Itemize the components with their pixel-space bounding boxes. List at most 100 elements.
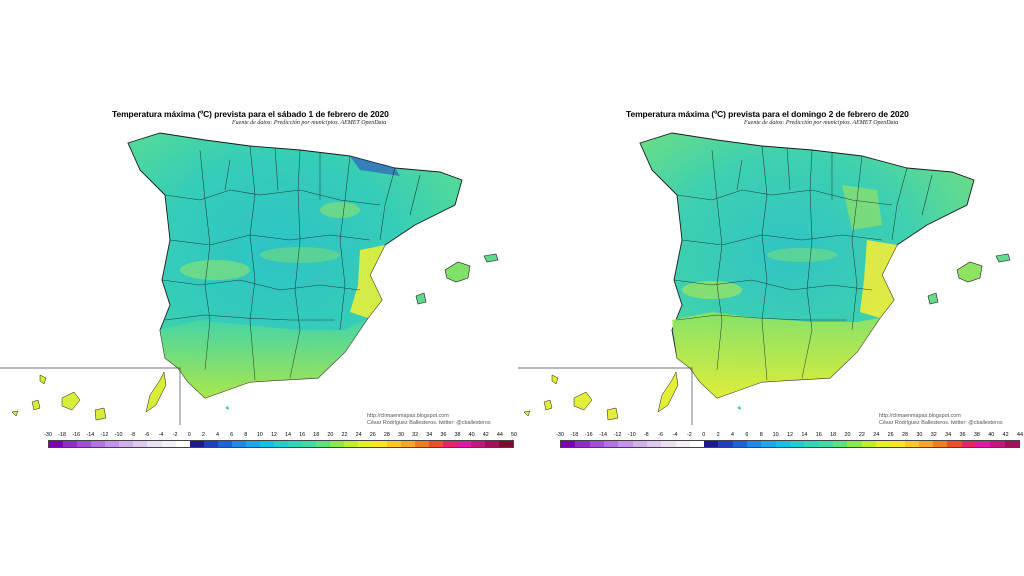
color-scale-tick-label: 18 (313, 432, 320, 438)
canary-islands (523, 371, 679, 421)
color-scale-cell (561, 441, 576, 447)
province-borders (673, 145, 933, 381)
color-scale-tick-label: -2 (686, 432, 692, 438)
color-scale-cell (175, 441, 190, 447)
color-scale-tick-label: -10 (627, 432, 636, 438)
color-scale-tick-label: 36 (440, 432, 447, 438)
color-scale-cell (414, 441, 429, 447)
north-coast-cold (350, 156, 400, 176)
color-scale-tick-label: 40 (468, 432, 475, 438)
color-scale-tick-label: 6 (230, 432, 234, 438)
color-scale-tick-label: 2 (716, 432, 720, 438)
color-scale-cell (790, 441, 805, 447)
color-scale-cell (575, 441, 590, 447)
color-scale-tick-label: 22 (858, 432, 865, 438)
color-scale-cell (217, 441, 232, 447)
color-scale-tick-label: 18 (830, 432, 837, 438)
color-scale-tick-label: 28 (902, 432, 908, 438)
color-scale-cell (231, 441, 246, 447)
color-scale-cell (147, 441, 162, 447)
color-scale-cell (203, 441, 218, 447)
map-panel-saturday: Temperatura máxima (ºC) prevista para el… (0, 109, 517, 448)
color-scale-tick-label: 44 (496, 432, 503, 438)
color-scale-tick-label: 4 (215, 432, 219, 438)
south-warm-zone (160, 318, 368, 398)
color-scale-tick-label: 12 (270, 432, 277, 438)
color-scale-tick-label: -2 (172, 432, 178, 438)
color-scale-tick-label: -18 (58, 432, 67, 438)
color-scale-cell (918, 441, 934, 447)
color-scale-cell (316, 441, 331, 447)
color-scale-cell (1004, 441, 1019, 447)
credit-url: http://climaenmapas.blogspot.com (879, 413, 961, 419)
color-scale-cell (603, 441, 619, 447)
color-scale-cell (704, 441, 719, 447)
color-scale-tick-label: 24 (873, 432, 880, 438)
color-scale-cell (904, 441, 919, 447)
color-scale-tick-label: 32 (930, 432, 937, 438)
color-scale-cell (961, 441, 977, 447)
color-scale-cell (372, 441, 387, 447)
color-scale-cell (189, 441, 204, 447)
color-scale-tick-label: 16 (815, 432, 822, 438)
color-scale-cell (947, 441, 962, 447)
color-scale-tick-label: 34 (945, 432, 952, 438)
color-scale-ticks: -30 -18 -16 -14 -12 -10 -8 -6 -4 -2 0 2 4 6 8 10 12 14 16 1… (44, 432, 517, 440)
color-scale-tick-label: 10 (772, 432, 779, 438)
color-scale-cell (589, 441, 604, 447)
color-scale-tick-label: -10 (114, 432, 123, 438)
color-scale-tick-label: 42 (482, 432, 489, 438)
balearic-menorca (995, 253, 1011, 263)
color-scale-cell (63, 441, 78, 447)
color-scale-cell (747, 441, 762, 447)
color-scale-tick-label: -4 (158, 432, 164, 438)
color-scale-tick-label: -8 (130, 432, 136, 438)
color-scale-cell (775, 441, 790, 447)
color-scale-cell (105, 441, 120, 447)
color-scale-tick-label: 22 (341, 432, 348, 438)
color-scale-tick-label: 40 (988, 432, 995, 438)
color-scale-cell (832, 441, 848, 447)
color-scale-cell (761, 441, 776, 447)
color-scale-tick-label: 14 (801, 432, 808, 438)
credit-url: http://climaenmapas.blogspot.com (367, 413, 449, 419)
color-scale-tick-label: 14 (285, 432, 292, 438)
map-subtitle: Fuente de datos: Predicción por municipi… (744, 120, 899, 126)
color-scale-cell (646, 441, 662, 447)
color-scale-tick-label: 2 (201, 432, 205, 438)
color-scale-tick-label: 24 (355, 432, 362, 438)
color-scale-cell (442, 441, 457, 447)
color-scale-tick-label: -30 (44, 432, 52, 438)
color-scale-tick-label: 8 (244, 432, 248, 438)
map-panel-sunday: Temperatura máxima (ºC) prevista para el… (512, 0, 1024, 576)
color-scale-tick-label: -16 (584, 432, 593, 438)
color-scale-tick-label: 0 (187, 432, 191, 438)
color-scale-cell (689, 441, 705, 447)
color-scale-bar (48, 440, 514, 448)
balearic-ibiza (927, 292, 939, 305)
color-scale-cell (77, 441, 92, 447)
color-scale-cell (890, 441, 905, 447)
east-coast-warm-zone (350, 245, 385, 318)
color-scale-cell (91, 441, 106, 447)
color-scale-cell (675, 441, 690, 447)
color-scale-tick-label: 0 (702, 432, 706, 438)
color-scale-tick-label: -12 (100, 432, 109, 438)
color-scale-tick-label: 20 (844, 432, 851, 438)
balearic-ibiza (415, 292, 427, 305)
color-scale-tick-label: 32 (412, 432, 419, 438)
color-scale-cell (632, 441, 647, 447)
color-scale-tick-label: 8 (759, 432, 763, 438)
color-scale-bar (560, 440, 1020, 448)
color-scale-cell (804, 441, 819, 447)
color-scale-tick-label: 38 (454, 432, 461, 438)
color-scale-cell (875, 441, 891, 447)
color-scale-cell (847, 441, 862, 447)
province-borders (161, 145, 421, 381)
color-scale-tick-label: 44 (1017, 432, 1023, 438)
color-scale-tick-label: 6 (745, 432, 749, 438)
canary-inset-frame (0, 367, 181, 425)
color-scale-cell (428, 441, 443, 447)
color-scale-cell (133, 441, 148, 447)
color-scale-cell (718, 441, 733, 447)
